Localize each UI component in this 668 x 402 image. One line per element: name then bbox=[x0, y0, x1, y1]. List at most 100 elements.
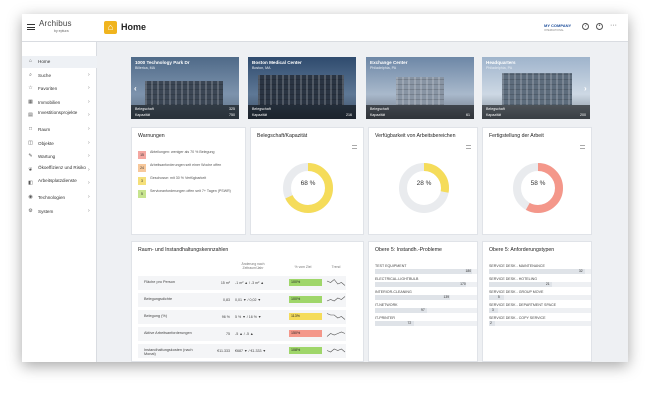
bar-list-item[interactable]: ELECTRICAL-LIGHTBULB 170 bbox=[375, 277, 483, 287]
bar-list-item[interactable]: SERVICE DESK - MAINTENANCE 32 bbox=[489, 264, 597, 274]
more-options-icon[interactable]: ··· bbox=[610, 22, 617, 29]
occupancy-capacity-panel: Belegschaft/Kapazität 68 % bbox=[250, 127, 364, 235]
bar-list-item[interactable]: SERVICE DESK - DEPARTMENT SPACE 3 bbox=[489, 303, 597, 313]
kpi-trend-sparkline bbox=[326, 331, 346, 337]
panel-menu-icon[interactable] bbox=[580, 145, 585, 149]
bar-list-item[interactable]: IT-NETWORK 97 bbox=[375, 303, 483, 313]
problems-title: Obere 5: Instandh.-Probleme bbox=[375, 247, 442, 253]
sidebar-item[interactable]: ⚙ System › bbox=[22, 206, 97, 218]
sidebar-item[interactable]: ◧ Arbeitsplatzdienste › bbox=[22, 178, 97, 190]
bar-fill bbox=[375, 321, 414, 326]
sidebar-item[interactable]: □ Raum › bbox=[22, 124, 97, 136]
kpi-row[interactable]: Belegungsdichte 0,83 0,01 ▼ / 0,02 ▼ 100% bbox=[138, 293, 346, 307]
sidebar-item-label: Raum bbox=[38, 127, 51, 132]
building-photo bbox=[502, 73, 572, 105]
sidebar-item[interactable]: ◉ Technologien › bbox=[22, 192, 97, 204]
bar-fill bbox=[375, 282, 467, 287]
sidebar-item[interactable]: ◫ Objekte › bbox=[22, 138, 97, 150]
bar-list-item[interactable]: INTERIOR-CLEANING 139 bbox=[375, 290, 483, 300]
bar-list-item[interactable]: TEST EQUIPMENT 180 bbox=[375, 264, 483, 274]
help-icon[interactable]: ? bbox=[582, 23, 589, 30]
bar-list-label: SERVICE DESK - COPY SERVICE bbox=[489, 316, 546, 320]
donut-value: 68 % bbox=[300, 180, 316, 187]
carousel-prev-icon[interactable]: ‹ bbox=[134, 84, 137, 93]
kpi-label: Aktive Arbeitsanforderungen bbox=[144, 331, 192, 335]
kpi-label: Instandhaltungskosten (nach Monat) bbox=[144, 348, 193, 357]
building-stats: Belegschaft Kapazität 216 bbox=[248, 105, 356, 119]
donut-title: Verfügbarkeit von Arbeitsbereichen bbox=[375, 133, 456, 139]
kpi-col-change: Änderung nach Zeitraum/Jahr bbox=[241, 262, 265, 270]
bar-list-item[interactable]: SERVICE DESK - HOTELING 21 bbox=[489, 277, 597, 287]
donut-chart bbox=[513, 163, 563, 213]
menu-icon[interactable] bbox=[27, 24, 35, 30]
bar-fill bbox=[375, 295, 450, 300]
sidebar-item[interactable]: ☆ Favoriten › bbox=[22, 83, 97, 95]
building-photo bbox=[258, 75, 344, 105]
bar-fill bbox=[489, 269, 585, 274]
warning-text: Arbeitsanforderungen seit einer Woche of… bbox=[150, 163, 222, 167]
kpi-label: Fläche pro Person bbox=[144, 280, 176, 284]
bar-list-value: 97 bbox=[420, 308, 425, 312]
bar-fill bbox=[489, 321, 495, 326]
building-card[interactable]: 1000 Technology Park Dr Billerica, MA Bele… bbox=[131, 57, 239, 119]
sidebar-item[interactable]: ⌂ Home bbox=[22, 56, 97, 68]
bar-track: 32 bbox=[489, 269, 591, 274]
building-name: Boston Medical Center bbox=[252, 60, 302, 65]
warning-item[interactable]: 5 Serviceanforderungen offen seit 7+ Tage… bbox=[138, 189, 240, 199]
sidebar-item-label: Wartung bbox=[38, 154, 56, 160]
app-logo-sub: by eptura bbox=[54, 29, 69, 33]
donut-value: 28 % bbox=[416, 180, 432, 187]
building-card[interactable]: Headquarters Philadelphia, PA Belegschaft K… bbox=[482, 57, 590, 119]
carousel-next-icon[interactable]: › bbox=[584, 84, 587, 93]
company-logo-sub: INTERNATIONAL bbox=[544, 29, 564, 32]
capacity-value: 750 bbox=[229, 113, 235, 117]
app-logo[interactable]: Archibus bbox=[39, 19, 72, 28]
chevron-right-icon: › bbox=[88, 98, 90, 105]
kpi-row[interactable]: Fläche pro Person 15 m² -1 m² ▲ / -3 m² ▲ 1… bbox=[138, 276, 346, 290]
building-card[interactable]: Boston Medical Center Boston, MA Belegscha… bbox=[248, 57, 356, 119]
occupancy-value: 325 bbox=[229, 107, 235, 111]
chevron-right-icon: › bbox=[88, 180, 90, 187]
sidebar-item[interactable]: ▦ Immobilien › bbox=[22, 97, 97, 109]
kpi-row[interactable]: Aktive Arbeitsanforderungen 75 -5 ▲ / -5 ▲… bbox=[138, 327, 346, 341]
bar-list-value: 72 bbox=[407, 321, 412, 325]
kpi-row[interactable]: Instandhaltungskosten (nach Monat) €11.33… bbox=[138, 344, 346, 358]
star-icon: ☆ bbox=[28, 85, 33, 92]
warning-item[interactable]: 15 Abteilungen: weniger als 70 % Belegung bbox=[138, 150, 240, 160]
chevron-right-icon: › bbox=[88, 85, 90, 92]
chevron-right-icon: › bbox=[88, 194, 90, 200]
bar-track: 5 bbox=[489, 295, 591, 300]
warning-count-badge: 24 bbox=[138, 164, 146, 172]
chevron-right-icon: › bbox=[88, 207, 90, 214]
bar-list-item[interactable]: SERVICE DESK - COPY SERVICE 2 bbox=[489, 316, 597, 326]
sidebar-item[interactable]: ❦ Ökoeffizienz und Risiko › bbox=[22, 165, 97, 177]
building-photo bbox=[396, 77, 444, 105]
bar-track: 21 bbox=[489, 282, 591, 287]
kpi-col-target: % vom Ziel bbox=[294, 265, 312, 269]
requests-title: Obere 5: Anforderungstypen bbox=[489, 247, 555, 253]
user-icon[interactable]: • bbox=[596, 23, 603, 30]
warning-item[interactable]: 24 Arbeitsanforderungen seit einer Woche … bbox=[138, 163, 240, 173]
bar-fill bbox=[489, 308, 498, 313]
bar-list-item[interactable]: IT-PRINTER 72 bbox=[375, 316, 483, 326]
sidebar-item[interactable]: ⌕ Suche › bbox=[22, 70, 97, 82]
panel-menu-icon[interactable] bbox=[352, 145, 357, 149]
donut-title: Fertigstellung der Arbeit bbox=[489, 133, 544, 139]
panel-menu-icon[interactable] bbox=[466, 145, 471, 149]
bar-list-item[interactable]: SERVICE DESK - GROUP MOVE 5 bbox=[489, 290, 597, 300]
sidebar-item[interactable]: ✎ Wartung › bbox=[22, 151, 97, 163]
building-photo bbox=[145, 81, 223, 105]
availability-panel: Verfügbarkeit von Arbeitsbereichen 28 % bbox=[368, 127, 478, 235]
occupancy-label: Belegschaft bbox=[252, 107, 271, 111]
warning-item[interactable]: 3 Geschosse: mit 30 % Verfügbarkeit bbox=[138, 176, 240, 186]
company-logo: MY COMPANY bbox=[544, 23, 572, 28]
sidebar-item[interactable]: ▤ Investitionsprojekte › bbox=[22, 110, 97, 122]
warnings-panel: Warnungen 15 Abteilungen: weniger als 70 … bbox=[131, 127, 246, 235]
bar-list-label: INTERIOR-CLEANING bbox=[375, 290, 412, 294]
chart-icon: ▤ bbox=[28, 112, 33, 119]
kpi-row[interactable]: Belegung (%) 96 % 5 % ▼ / 16 % ▼ 113% bbox=[138, 310, 346, 324]
bar-list-value: 21 bbox=[545, 282, 550, 286]
bar-fill bbox=[489, 295, 504, 300]
building-card[interactable]: Exchange Center Philadelphia, PA Belegscha… bbox=[366, 57, 474, 119]
warning-text: Abteilungen: weniger als 70 % Belegung bbox=[150, 150, 215, 154]
